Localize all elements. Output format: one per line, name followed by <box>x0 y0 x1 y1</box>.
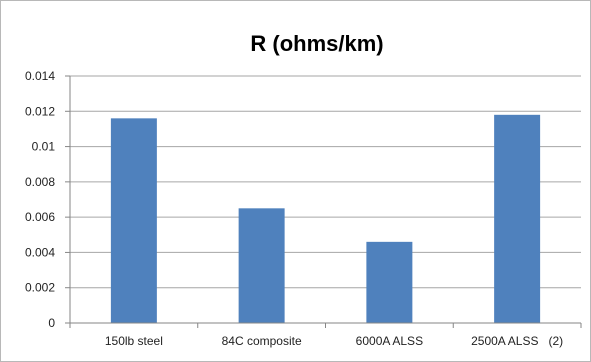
y-tick-label: 0.008 <box>25 175 55 189</box>
y-axis-tick-labels: 0 0.002 0.004 0.006 0.008 0.01 0.012 0.014 <box>25 69 55 330</box>
x-tick-label: 84C composite <box>222 334 302 348</box>
y-tick-label: 0.004 <box>25 245 55 259</box>
chart-title: R (ohms/km) <box>250 31 383 56</box>
bar <box>366 241 413 323</box>
y-tick-label: 0.01 <box>32 140 56 154</box>
bar <box>494 114 541 323</box>
x-tick-label: 150lb steel <box>105 334 163 348</box>
y-tick-label: 0.006 <box>25 210 55 224</box>
bars <box>110 114 541 323</box>
y-tick-label: 0.014 <box>25 69 55 83</box>
x-tick-label: 2500A ALSS (2) <box>471 334 563 348</box>
bar <box>238 208 285 323</box>
y-tick-label: 0.012 <box>25 104 55 118</box>
x-tick-label: 6000A ALSS <box>356 334 423 348</box>
bar <box>110 118 157 323</box>
y-tick-label: 0.002 <box>25 281 55 295</box>
y-tick-label: 0 <box>48 316 55 330</box>
axes <box>65 75 582 328</box>
x-axis-tick-labels: 150lb steel 84C composite 6000A ALSS 2500A … <box>105 334 563 348</box>
